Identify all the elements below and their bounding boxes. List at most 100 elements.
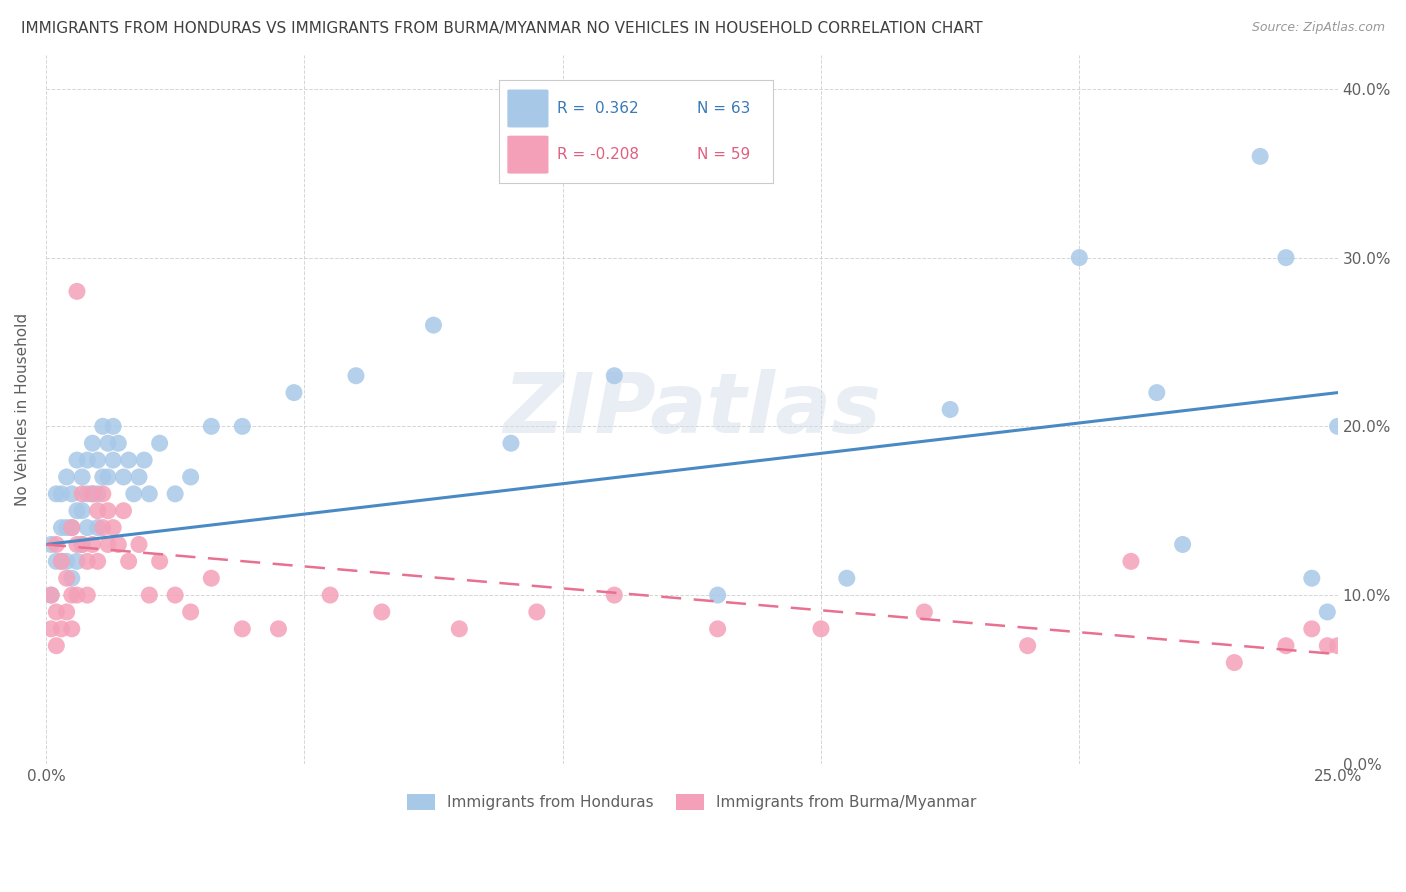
Point — [449, 622, 471, 636]
Point — [128, 470, 150, 484]
Point — [45, 639, 67, 653]
FancyBboxPatch shape — [508, 89, 548, 128]
Point — [76, 588, 98, 602]
Point — [138, 588, 160, 602]
Point — [117, 554, 139, 568]
Point — [82, 487, 104, 501]
Point — [1337, 504, 1360, 518]
Point — [51, 554, 73, 568]
Point — [60, 487, 83, 501]
Point — [76, 453, 98, 467]
Point — [45, 537, 67, 551]
Point — [97, 470, 120, 484]
Point — [1301, 622, 1323, 636]
Point — [70, 537, 93, 551]
Point — [138, 487, 160, 501]
Point — [526, 605, 548, 619]
Point — [101, 520, 124, 534]
Point — [86, 453, 108, 467]
Point — [344, 368, 367, 383]
Point — [180, 470, 202, 484]
Text: R =  0.362: R = 0.362 — [557, 101, 638, 116]
Text: IMMIGRANTS FROM HONDURAS VS IMMIGRANTS FROM BURMA/MYANMAR NO VEHICLES IN HOUSEHO: IMMIGRANTS FROM HONDURAS VS IMMIGRANTS F… — [21, 21, 983, 36]
Point — [101, 453, 124, 467]
Point — [165, 588, 187, 602]
Point — [603, 368, 626, 383]
Point — [60, 520, 83, 534]
Text: Source: ZipAtlas.com: Source: ZipAtlas.com — [1251, 21, 1385, 34]
Point — [1316, 605, 1339, 619]
Point — [66, 554, 89, 568]
Point — [706, 622, 728, 636]
Point — [66, 504, 89, 518]
Point — [371, 605, 394, 619]
Point — [165, 487, 187, 501]
Point — [60, 520, 83, 534]
Point — [912, 605, 935, 619]
Point — [1146, 385, 1168, 400]
Point — [706, 588, 728, 602]
Text: N = 59: N = 59 — [696, 147, 749, 162]
Point — [91, 419, 114, 434]
Point — [1119, 554, 1142, 568]
Point — [66, 537, 89, 551]
Y-axis label: No Vehicles in Household: No Vehicles in Household — [15, 313, 30, 506]
Point — [1353, 588, 1375, 602]
Point — [499, 436, 522, 450]
Point — [55, 470, 77, 484]
Point — [91, 470, 114, 484]
Point — [939, 402, 962, 417]
Point — [66, 453, 89, 467]
Point — [603, 588, 626, 602]
Point — [51, 487, 73, 501]
Point — [122, 487, 145, 501]
Point — [422, 318, 444, 332]
Point — [149, 554, 172, 568]
Point — [180, 605, 202, 619]
Point — [51, 622, 73, 636]
Point — [66, 285, 89, 299]
Point — [55, 520, 77, 534]
Point — [70, 487, 93, 501]
Text: R = -0.208: R = -0.208 — [557, 147, 638, 162]
Point — [267, 622, 290, 636]
Point — [134, 453, 156, 467]
Point — [1171, 537, 1194, 551]
FancyBboxPatch shape — [508, 136, 548, 174]
Point — [91, 520, 114, 534]
Point — [55, 605, 77, 619]
Point — [1368, 656, 1391, 670]
Point — [55, 571, 77, 585]
Point — [1223, 656, 1246, 670]
Point — [39, 588, 62, 602]
Point — [60, 571, 83, 585]
Point — [86, 504, 108, 518]
Point — [70, 470, 93, 484]
Point — [112, 470, 135, 484]
Point — [200, 419, 222, 434]
Point — [283, 385, 305, 400]
Point — [86, 487, 108, 501]
Point — [76, 520, 98, 534]
Point — [319, 588, 342, 602]
Point — [76, 487, 98, 501]
Point — [1249, 149, 1271, 163]
Point — [97, 436, 120, 450]
Point — [112, 504, 135, 518]
Point — [97, 504, 120, 518]
Point — [835, 571, 858, 585]
Point — [1017, 639, 1039, 653]
Point — [86, 554, 108, 568]
Point — [1275, 639, 1298, 653]
Point — [231, 622, 253, 636]
Point — [45, 487, 67, 501]
Point — [810, 622, 832, 636]
Point — [45, 605, 67, 619]
Point — [76, 554, 98, 568]
Point — [149, 436, 172, 450]
Point — [51, 554, 73, 568]
Point — [107, 436, 129, 450]
Point — [60, 588, 83, 602]
Text: ZIPatlas: ZIPatlas — [503, 369, 880, 450]
Point — [1378, 639, 1400, 653]
